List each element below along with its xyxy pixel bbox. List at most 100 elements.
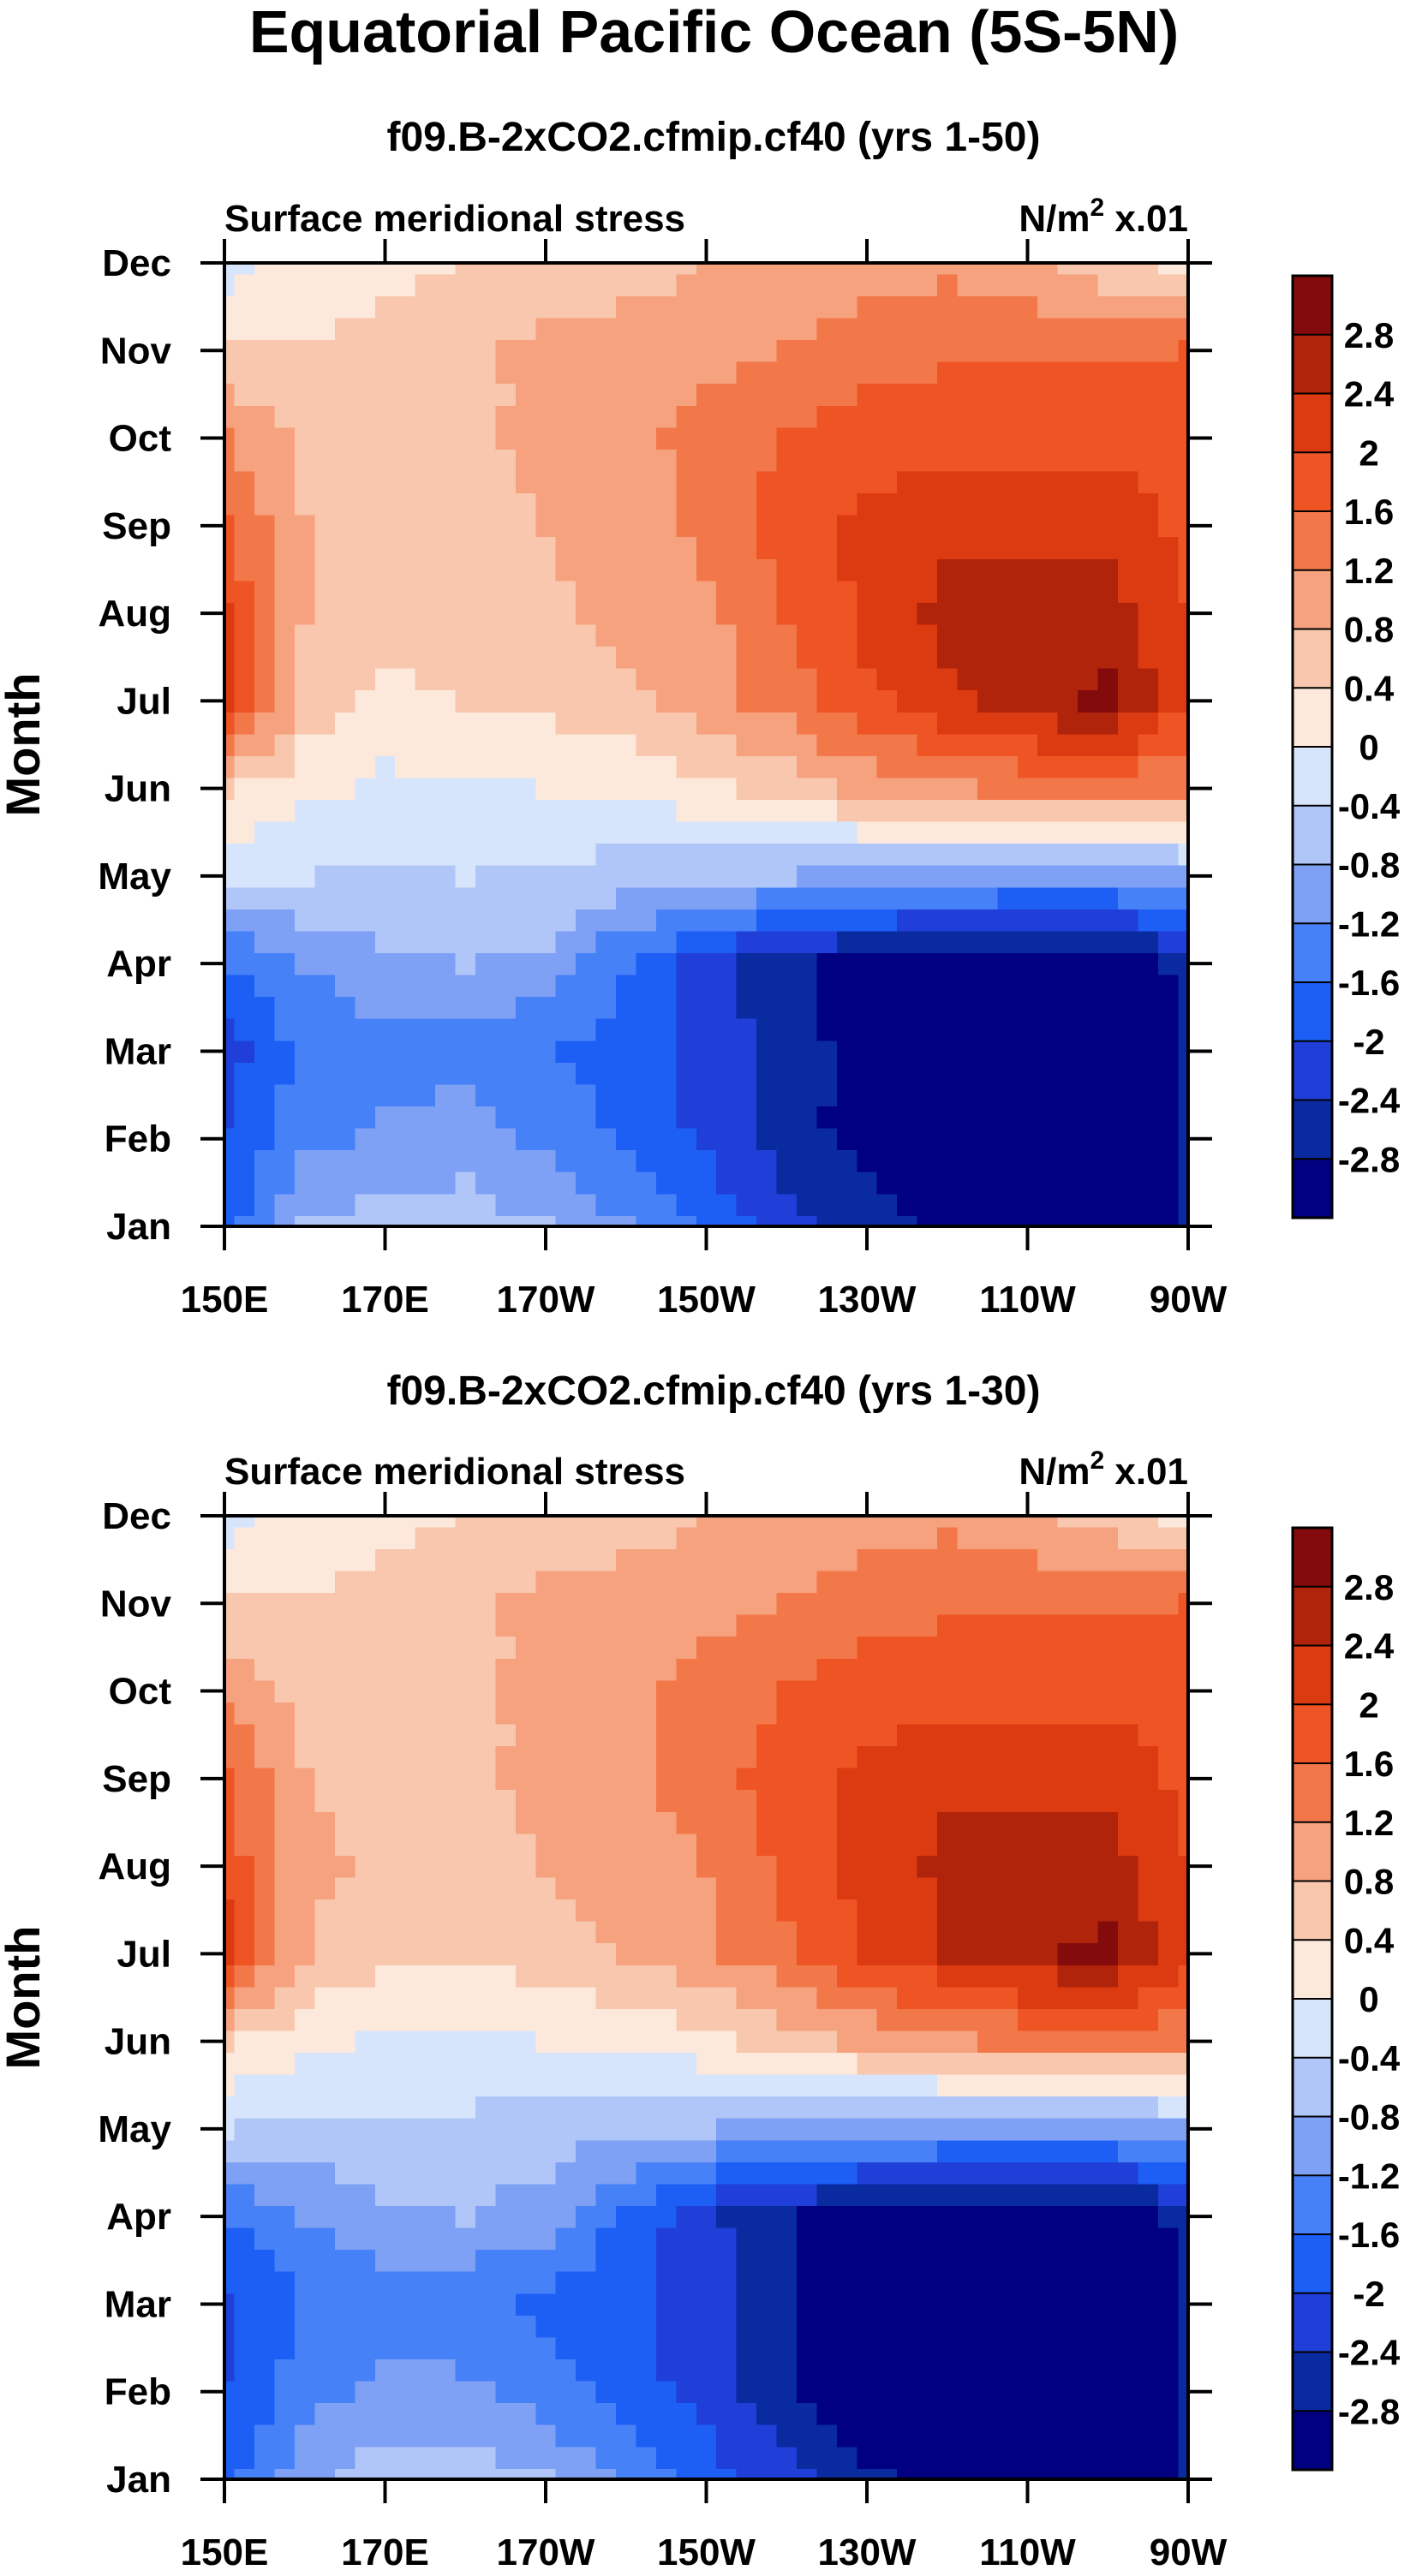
heatmap-cell (415, 2380, 436, 2404)
heatmap-cell (897, 1193, 918, 1216)
heatmap-cell (736, 2139, 757, 2162)
heatmap-cell (475, 755, 497, 778)
heatmap-cell (576, 777, 597, 801)
heatmap-cell (254, 558, 276, 581)
heatmap-cell (917, 263, 938, 275)
heatmap-cell (655, 1833, 677, 1856)
heatmap-cell (1097, 1789, 1119, 1812)
heatmap-cell (515, 470, 536, 494)
heatmap-cell (314, 1658, 336, 1681)
heatmap-cell (295, 1745, 316, 1768)
heatmap-cell (696, 1215, 717, 1226)
heatmap-cell (576, 733, 597, 756)
heatmap-cell (756, 2293, 778, 2316)
heatmap-cell (736, 2315, 757, 2338)
heatmap-cell (295, 580, 316, 603)
x-tick-label: 170E (341, 2531, 429, 2573)
heatmap-cell (495, 2096, 517, 2119)
heatmap-cell (355, 820, 376, 844)
heatmap-cell (576, 2139, 597, 2162)
heatmap-cell (1178, 2030, 1188, 2054)
heatmap-cell (1037, 2446, 1059, 2469)
heatmap-cell (997, 2227, 1019, 2251)
colorbar-label: -1.2 (1338, 2156, 1400, 2196)
heatmap-cell (997, 273, 1019, 296)
heatmap-cell (696, 2358, 717, 2382)
heatmap-cell (897, 2139, 918, 2162)
heatmap-cell (1157, 820, 1179, 844)
heatmap-cell (636, 2139, 657, 2162)
heatmap-cell (576, 2249, 597, 2272)
heatmap-cell (696, 1921, 717, 1944)
heatmap-cell (495, 2249, 517, 2272)
heatmap-cell (957, 2271, 978, 2294)
heatmap-cell (374, 492, 396, 516)
heatmap-cell (676, 755, 697, 778)
heatmap-cell (957, 2227, 978, 2251)
heatmap-cell (937, 1899, 959, 1922)
heatmap-cell (756, 536, 778, 559)
heatmap-cell (636, 263, 657, 275)
heatmap-cell (716, 930, 738, 953)
heatmap-cell (816, 777, 838, 801)
heatmap-cell (836, 1106, 857, 1129)
heatmap-cell (696, 1018, 717, 1041)
heatmap-cell (576, 2030, 597, 2054)
heatmap-cell (395, 733, 416, 756)
heatmap-cell (475, 799, 497, 822)
heatmap-cell (495, 1570, 517, 1594)
heatmap-cell (636, 2293, 657, 2316)
heatmap-cell (796, 2227, 818, 2251)
heatmap-cell (455, 1723, 476, 1747)
heatmap-cell (857, 580, 878, 603)
heatmap-cell (696, 820, 717, 844)
heatmap-cell (475, 1516, 497, 1528)
heatmap-cell (535, 2139, 557, 2162)
heatmap-cell (716, 1570, 738, 1594)
heatmap-cell (997, 1548, 1019, 1571)
heatmap-cell (1178, 1083, 1188, 1106)
heatmap-cell (515, 1702, 536, 1725)
heatmap-cell (274, 515, 296, 538)
heatmap-cell (415, 1745, 436, 1768)
heatmap-cell (776, 515, 798, 538)
heatmap-cell (1138, 2052, 1159, 2075)
heatmap-cell (1117, 536, 1139, 559)
heatmap-cell (937, 777, 959, 801)
heatmap-cell (314, 1942, 336, 1965)
x-tick-label: 150W (657, 2531, 756, 2573)
heatmap-cell (857, 1548, 878, 1571)
heatmap-cell (636, 1789, 657, 1812)
y-tick-label: Mar (105, 2283, 171, 2325)
heatmap-cell (957, 2118, 978, 2141)
heatmap-cell (816, 2424, 838, 2448)
heatmap-cell (515, 405, 536, 428)
heatmap-cell (636, 2249, 657, 2272)
heatmap-cell (1178, 361, 1188, 385)
heatmap-cell (334, 361, 356, 385)
heatmap-cell (1117, 2336, 1139, 2359)
heatmap-cell (816, 1570, 838, 1594)
heatmap-cell (857, 405, 878, 428)
heatmap-cell (495, 2358, 517, 2382)
heatmap-cell (515, 536, 536, 559)
heatmap-cell (234, 689, 255, 713)
heatmap-cell (696, 2227, 717, 2251)
heatmap-cell (716, 1768, 738, 1791)
heatmap-cell (334, 426, 356, 450)
heatmap-cell (977, 2073, 998, 2097)
heatmap-cell (876, 2315, 898, 2338)
heatmap-cell (756, 843, 778, 866)
heatmap-cell (234, 952, 255, 975)
heatmap-cell (716, 2336, 738, 2359)
heatmap-cell (1057, 733, 1078, 756)
heatmap-cell (334, 2315, 356, 2338)
heatmap-cell (1078, 2315, 1099, 2338)
heatmap-cell (495, 1899, 517, 1922)
heatmap-cell (716, 1876, 738, 1900)
heatmap-cell (295, 1215, 316, 1226)
heatmap-cell (1078, 886, 1099, 909)
heatmap-cell (374, 263, 396, 275)
heatmap-cell (475, 886, 497, 909)
heatmap-cell (636, 1855, 657, 1878)
